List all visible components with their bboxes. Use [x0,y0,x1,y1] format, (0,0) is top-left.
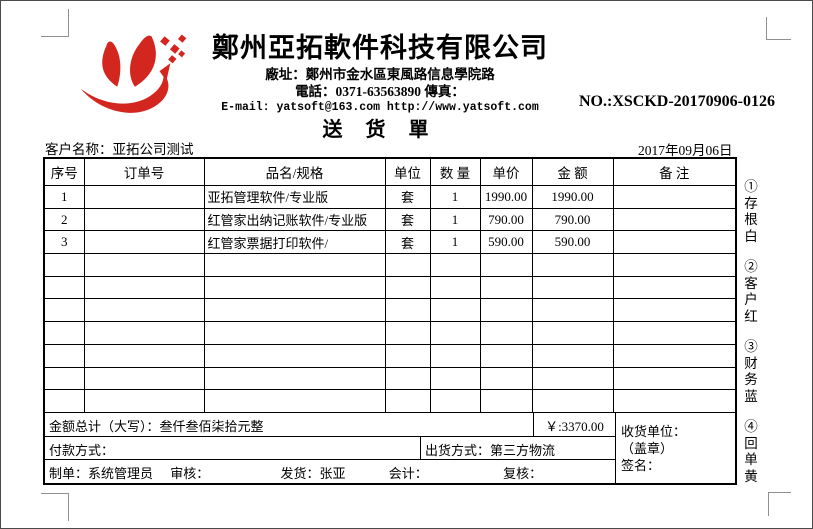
table-row-empty [45,344,735,368]
table-row: 1 亚拓管理软件/专业版 套 1 1990.00 1990.00 [45,185,735,209]
company-email: E-mail: yatsoft@163.com http://www.yatso… [221,101,539,115]
crop-mark-top-left [41,9,69,37]
copy-customer-red: ②客户红 [744,259,758,324]
document-title: 送 货 單 [322,119,438,142]
cell-unit: 套 [385,185,431,209]
col-header-price: 单价 [480,159,533,186]
cell-qty: 1 [430,185,481,209]
cell-remark [613,208,735,232]
delivery-table: 序号 订单号 品名/规格 单位 数 量 单价 金 额 备 注 1 亚拓管理软件/… [43,157,737,485]
crop-mark-bottom-left [41,493,69,521]
footer-shipper: 发货：张亚 [280,465,346,481]
total-amount: ￥:3370.00 [534,413,615,437]
table-row: 2 红管家出纳记账软件/专业版 套 1 790.00 790.00 [45,208,735,232]
col-header-qty: 数 量 [430,159,481,186]
table-row-empty [45,298,735,323]
seal-label: （盖章） [621,440,674,456]
cell-order [84,208,205,232]
document-date: 2017年09月06日 [638,143,733,158]
company-phone: 電話：0371-63563890 傳真： [295,83,465,99]
table-row-empty [45,367,735,391]
col-header-seq: 序号 [45,159,85,186]
cell-amount: 590.00 [532,230,614,255]
footer-auditor: 审核： [170,465,210,481]
total-in-words: 金额总计（大写）：叁仟叁佰柒拾元整 [45,412,534,437]
payment-method: 付款方式： [45,436,421,460]
company-name: 鄭州亞拓軟件科技有限公司 [212,33,548,63]
cell-product: 红管家票据打印软件/ [204,230,386,255]
table-row: 3 红管家票据打印软件/ 套 1 590.00 590.00 [45,230,735,255]
copy-receipt-yellow: ④回单黄 [744,419,758,484]
sign-label: 签名： [621,457,661,473]
company-address: 廠址：鄭州市金水區東風路信息學院路 [265,67,495,83]
shipping-method: 出货方式：第三方物流 [421,437,615,460]
table-row-empty [45,276,735,300]
footer-signatures: 制单：系统管理员 审核： 发货：张亚 会计： 复核： [45,460,615,483]
cell-price: 790.00 [480,208,533,232]
copy-legend: ①存根白 ②客户红 ③财务蓝 ④回单黄 [743,179,761,499]
cell-remark [613,185,735,209]
crop-mark-bottom-right [768,492,791,516]
document-header: 鄭州亞拓軟件科技有限公司 廠址：鄭州市金水區東風路信息學院路 電話：0371-6… [184,33,576,142]
table-row-empty [45,321,735,345]
cell-product: 红管家出纳记账软件/专业版 [204,208,386,232]
cell-seq: 1 [45,185,85,209]
cell-unit: 套 [385,208,431,232]
footer-reviewer: 复核： [503,465,543,481]
cell-product: 亚拓管理软件/专业版 [204,185,386,209]
copy-finance-blue: ③财务蓝 [744,339,758,404]
col-header-remark: 备 注 [613,159,735,186]
cell-remark [613,230,735,255]
cell-amount: 1990.00 [532,185,614,209]
company-logo-icon [80,34,187,113]
cell-order [84,230,205,255]
col-header-unit: 单位 [385,159,431,186]
cell-amount: 790.00 [532,208,614,232]
summary-section: 金额总计（大写）：叁仟叁佰柒拾元整 ￥:3370.00 付款方式： 出货方式：第… [45,412,735,483]
col-header-amount: 金 额 [532,159,614,186]
cell-price: 1990.00 [480,185,533,209]
cell-unit: 套 [385,230,431,255]
table-row-empty [45,389,735,413]
table-row-empty [45,253,735,277]
cell-qty: 1 [430,230,481,255]
col-header-product: 品名/规格 [204,159,386,186]
cell-price: 590.00 [480,230,533,255]
cell-seq: 3 [45,230,85,255]
table-header-row: 序号 订单号 品名/规格 单位 数 量 单价 金 额 备 注 [45,159,735,186]
crop-mark-top-right [766,17,791,40]
footer-maker: 制单：系统管理员 [49,465,154,481]
cell-qty: 1 [430,208,481,232]
document-number: NO.:XSCKD-20170906-0126 [579,93,775,110]
customer-name: 客户名称：亚拓公司测试 [45,142,194,157]
copy-stub-white: ①存根白 [744,179,758,244]
cell-order [84,185,205,209]
footer-accountant: 会计： [388,465,428,481]
receiver-block: 收货单位： （盖章） 签名： [615,412,735,483]
col-header-order: 订单号 [84,159,205,186]
receiver-label: 收货单位： [621,423,687,439]
cell-seq: 2 [45,208,85,232]
